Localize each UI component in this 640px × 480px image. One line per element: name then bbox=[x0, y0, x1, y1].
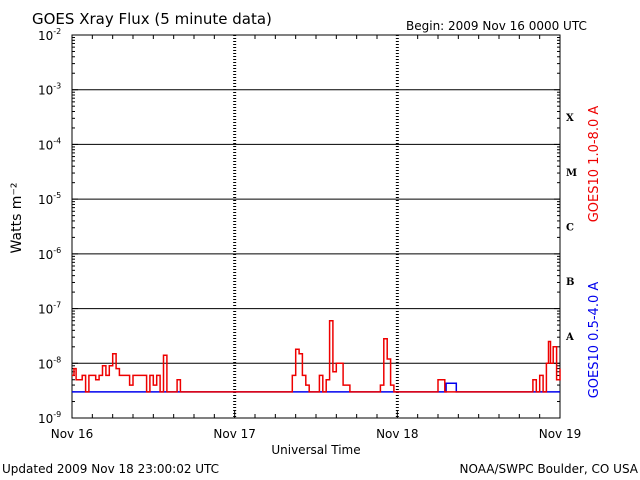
flare-class-m: M bbox=[566, 168, 577, 179]
y-tick-label: 10-2 bbox=[38, 27, 61, 43]
credit-text: NOAA/SWPC Boulder, CO USA bbox=[460, 462, 639, 476]
legend-short-channel: GOES10 0.5-4.0 A bbox=[587, 282, 602, 399]
flare-class-b: B bbox=[566, 277, 574, 288]
y-tick-label: 10-3 bbox=[38, 82, 61, 98]
x-tick-label: Nov 19 bbox=[539, 427, 582, 441]
y-tick-label: 10-6 bbox=[38, 246, 61, 262]
flare-class-c: C bbox=[566, 223, 574, 234]
y-tick-label: 10-4 bbox=[38, 136, 61, 152]
flare-class-x: X bbox=[566, 113, 574, 124]
y-tick-label: 10-7 bbox=[38, 301, 61, 317]
x-axis-label: Universal Time bbox=[271, 443, 360, 457]
plot-border bbox=[71, 34, 561, 419]
begin-time: Begin: 2009 Nov 16 0000 UTC bbox=[406, 19, 587, 33]
x-axis-ticks: Nov 16 Nov 17 Nov 18 Nov 19 bbox=[51, 35, 582, 441]
updated-timestamp: Updated 2009 Nov 18 23:00:02 UTC bbox=[2, 462, 219, 476]
x-tick-label: Nov 17 bbox=[213, 427, 256, 441]
y-tick-label: 10-8 bbox=[38, 355, 61, 371]
y-axis-label: Watts m⁻² bbox=[9, 183, 25, 254]
series-layer bbox=[72, 319, 561, 393]
y-tick-label: 10-5 bbox=[38, 191, 61, 207]
flare-class-labels: X M C B A bbox=[565, 113, 577, 343]
series-long-channel bbox=[72, 319, 561, 393]
x-tick-label: Nov 18 bbox=[376, 427, 419, 441]
series-short-channel bbox=[72, 382, 560, 393]
chart-title: GOES Xray Flux (5 minute data) bbox=[32, 10, 272, 28]
y-tick-label: 10-9 bbox=[38, 410, 61, 426]
flare-class-a: A bbox=[565, 332, 574, 343]
plot-area bbox=[71, 34, 561, 419]
x-tick-label: Nov 16 bbox=[51, 427, 94, 441]
legend-long-channel: GOES10 1.0-8.0 A bbox=[587, 106, 602, 223]
